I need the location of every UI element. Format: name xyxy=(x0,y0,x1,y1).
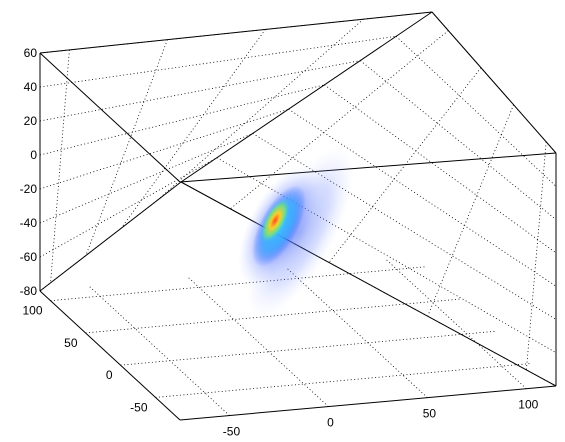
y-tick-label: 0 xyxy=(106,368,113,382)
backwall-grid-x xyxy=(427,104,514,317)
wall-grid-y xyxy=(120,29,266,229)
backwall-grid-x xyxy=(525,141,547,370)
z-tick-label: -80 xyxy=(20,284,38,298)
z-tick-label: -40 xyxy=(20,216,38,230)
x-tick-label: -50 xyxy=(223,425,241,439)
edge-bottom-front xyxy=(39,290,181,421)
edge-bottom-right xyxy=(179,385,557,421)
wall-grid-y xyxy=(156,18,364,202)
z-tick-label: -60 xyxy=(20,250,38,264)
edge-bottom-left xyxy=(39,181,182,292)
x-axis-ticks: -50 0 50 100 xyxy=(223,398,539,439)
backwall-grid-z xyxy=(288,108,557,287)
wall-grid-z xyxy=(39,108,289,190)
edge-bottom-back xyxy=(180,181,557,387)
wall-grid-z xyxy=(39,157,218,258)
floor-grid-y xyxy=(155,363,532,398)
wall-grid-z xyxy=(39,84,325,156)
floor-grid-y xyxy=(120,330,497,366)
floor-grid-y xyxy=(50,266,427,302)
wall-grid-z xyxy=(39,133,253,224)
z-tick-label: 20 xyxy=(24,114,38,128)
backwall-grid-x xyxy=(230,30,449,210)
z-tick-label: 60 xyxy=(24,46,38,60)
backwall-grid-z xyxy=(324,84,557,254)
floor-grid-x xyxy=(188,277,329,407)
floor-grid-x xyxy=(287,268,428,398)
wall-grid-z xyxy=(39,35,397,88)
x-tick-label: 0 xyxy=(327,416,334,430)
wall-grid-y xyxy=(50,49,70,283)
backwall-grid-z xyxy=(216,157,557,354)
edge-top-front xyxy=(39,52,181,183)
y-axis-ticks: 100 50 0 -50 xyxy=(22,304,147,415)
x-tick-label: 50 xyxy=(423,407,437,421)
backwall-grid-z xyxy=(360,60,557,220)
wall-grid-y xyxy=(85,39,168,256)
edge-back-vertical xyxy=(180,11,433,183)
y-tick-label: 100 xyxy=(22,304,42,318)
edge-top-right-mid xyxy=(179,152,557,183)
axes-box xyxy=(39,11,557,421)
wall-grid-z xyxy=(39,60,361,122)
floor-grid-x xyxy=(89,286,230,416)
y-tick-label: 50 xyxy=(64,336,78,350)
z-tick-label: 40 xyxy=(24,80,38,94)
blob-core xyxy=(260,198,290,243)
floor-grid-x xyxy=(386,259,527,389)
z-tick-label: 0 xyxy=(30,148,37,162)
z-tick-label: -20 xyxy=(20,182,38,196)
x-tick-label: 100 xyxy=(518,398,538,412)
backwall-grid-z xyxy=(395,35,557,187)
y-tick-label: -50 xyxy=(130,400,148,414)
z-axis-ticks: 60 40 20 0 -20 -40 -60 -80 xyxy=(20,46,38,298)
density-blob xyxy=(238,147,355,319)
edge-top-right xyxy=(431,11,557,154)
edge-top-back xyxy=(39,11,433,54)
grid-lines xyxy=(39,11,557,416)
